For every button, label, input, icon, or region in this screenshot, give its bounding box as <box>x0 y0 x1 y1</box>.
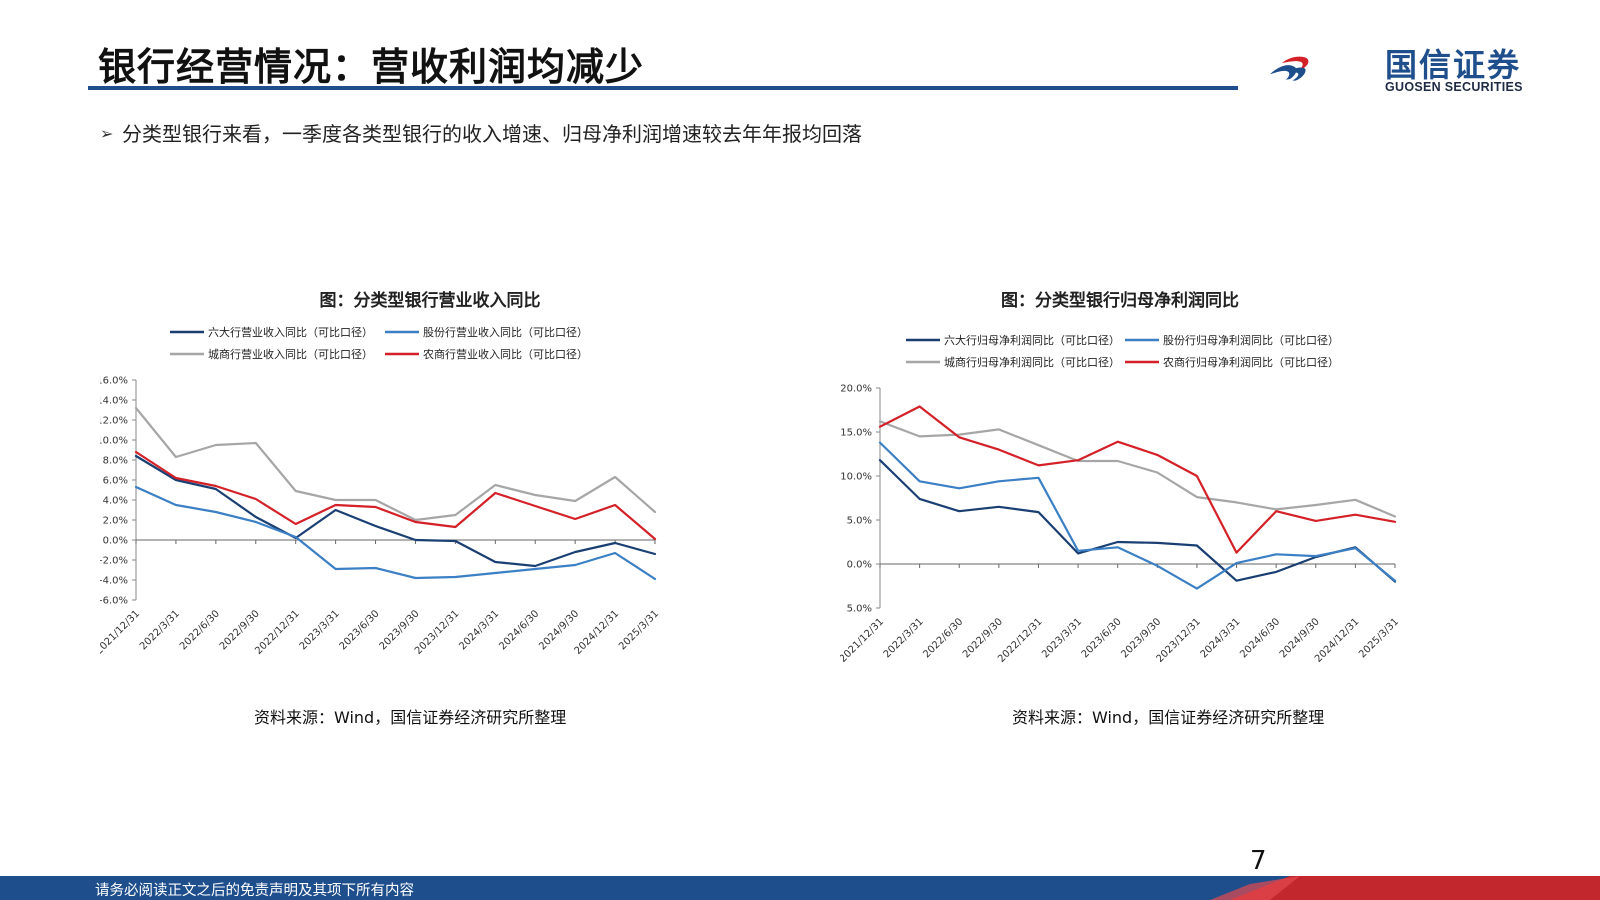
x-tick-label: 2025/3/31 <box>617 608 661 652</box>
footer-disclaimer: 请务必阅读正文之后的免责声明及其项下所有内容 <box>95 883 414 899</box>
y-tick-label: 14.0% <box>100 396 128 407</box>
y-tick-label: -4.0% <box>100 576 128 587</box>
x-tick-label: 2022/3/31 <box>138 608 182 652</box>
y-tick-label: 2.0% <box>103 516 128 527</box>
y-tick-label: 10.0% <box>840 472 872 483</box>
y-tick-label: 0.0% <box>847 560 872 571</box>
legend-label-3: 农商行营业收入同比（可比口径） <box>423 347 588 361</box>
x-tick-label: 2025/3/31 <box>1357 616 1401 660</box>
x-tick-label: 2022/3/31 <box>882 616 926 660</box>
x-tick-label: 2024/3/31 <box>1199 616 1243 660</box>
y-tick-label: 16.0% <box>100 376 128 387</box>
chart-title-revenue: 图：分类型银行营业收入同比 <box>319 291 541 311</box>
x-tick-label: 2021/12/31 <box>840 616 886 665</box>
x-tick-label: 2024/6/30 <box>1238 616 1282 660</box>
series-line-2 <box>134 406 657 522</box>
series-line-1 <box>878 441 1397 590</box>
bullet-text: 分类型银行来看，一季度各类型银行的收入增速、归母净利润增速较去年年报均回落 <box>122 122 862 146</box>
y-tick-label: 20.0% <box>840 384 872 395</box>
legend-label-3: 农商行归母净利润同比（可比口径） <box>1163 355 1339 369</box>
legend-label-2: 城商行营业收入同比（可比口径） <box>208 347 373 361</box>
y-tick-label: 6.0% <box>103 476 128 487</box>
y-tick-label: 10.0% <box>100 436 128 447</box>
x-tick-label: 2024/3/31 <box>457 608 501 652</box>
y-tick-label: -2.0% <box>100 556 128 567</box>
y-tick-label: -6.0% <box>100 596 128 607</box>
net-profit-growth-chart: 六大行归母净利润同比（可比口径） 股份行归母净利润同比（可比口径） 城商行归母净利润… <box>840 333 1401 665</box>
title-divider <box>88 86 1238 90</box>
bullet-point: ➢ 分类型银行来看，一季度各类型银行的收入增速、归母净利润增速较去年年报均回落 <box>100 118 862 147</box>
chart-source-profit: 资料来源：Wind，国信证券经济研究所整理 <box>1012 708 1325 727</box>
legend-label-1: 股份行归母净利润同比（可比口径） <box>1163 333 1339 347</box>
x-tick-label: 2023/6/30 <box>338 608 382 652</box>
x-tick-label: 2023/6/30 <box>1080 616 1124 660</box>
legend-label-0: 六大行营业收入同比（可比口径） <box>208 325 373 339</box>
logo-text-en: GUOSEN SECURITIES <box>1385 80 1523 94</box>
series-line-1 <box>134 485 657 581</box>
x-tick-label: 2022/6/30 <box>178 608 222 652</box>
footer-bar <box>0 876 1600 900</box>
y-tick-label: 5.0% <box>847 604 872 615</box>
series-line-3 <box>134 450 657 541</box>
page-number: 7 <box>1250 846 1267 876</box>
y-tick-label: 15.0% <box>840 428 872 439</box>
y-tick-label: 8.0% <box>103 456 128 467</box>
revenue-growth-chart: 六大行营业收入同比（可比口径） 股份行营业收入同比（可比口径） 城商行营业收入同比（… <box>100 325 661 657</box>
x-tick-label: 2021/12/31 <box>100 608 142 657</box>
guosen-logo-icon <box>1270 56 1309 81</box>
chart-source-revenue: 资料来源：Wind，国信证券经济研究所整理 <box>254 708 567 727</box>
series-line-2 <box>878 420 1397 518</box>
y-tick-label: 5.0% <box>847 516 872 527</box>
logo-text-cn: 国信证券 <box>1385 46 1522 84</box>
y-tick-label: 0.0% <box>103 536 128 547</box>
legend-label-1: 股份行营业收入同比（可比口径） <box>423 325 588 339</box>
legend-label-2: 城商行归母净利润同比（可比口径） <box>944 355 1120 369</box>
y-tick-label: 4.0% <box>103 496 128 507</box>
page-title: 银行经营情况：营收利润均减少 <box>98 45 645 89</box>
arrow-bullet-icon: ➢ <box>100 124 114 143</box>
series-line-3 <box>878 405 1397 554</box>
x-tick-label: 2024/6/30 <box>497 608 541 652</box>
series-line-0 <box>134 454 657 568</box>
x-tick-label: 2023/3/31 <box>298 608 342 652</box>
x-tick-label: 2022/6/30 <box>921 616 965 660</box>
chart-title-profit: 图：分类型银行归母净利润同比 <box>1001 291 1239 311</box>
x-tick-label: 2023/3/31 <box>1040 616 1084 660</box>
legend-label-0: 六大行归母净利润同比（可比口径） <box>944 333 1120 347</box>
y-tick-label: 12.0% <box>100 416 128 427</box>
series-line-0 <box>878 459 1397 583</box>
